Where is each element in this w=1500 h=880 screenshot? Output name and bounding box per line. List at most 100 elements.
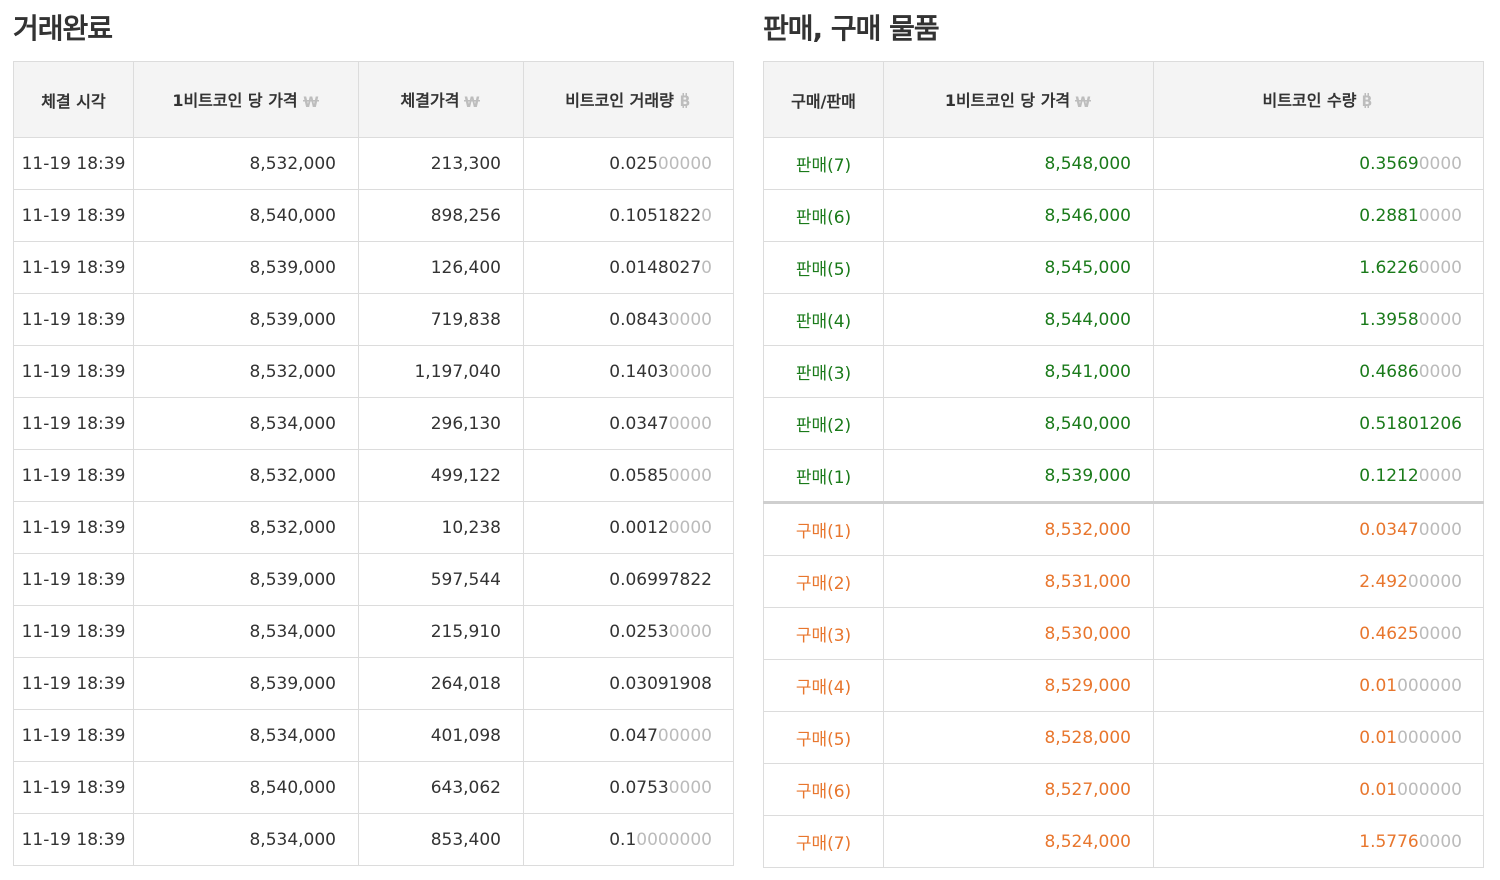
order-side-label: 구매(2) [763, 555, 884, 608]
trade-price: 215,910 [358, 605, 524, 658]
order-quantity: 0.12120000 [1153, 449, 1484, 503]
order-quantity: 0.01000000 [1153, 711, 1484, 764]
quantity-significant: 0.01 [1359, 779, 1398, 800]
order-side-label: 판매(5) [763, 241, 884, 294]
order-side-label: 구매(7) [763, 815, 884, 868]
unit-price: 8,532,000 [133, 449, 359, 502]
completed-trades-title: 거래완료 [13, 12, 113, 45]
order-quantity: 0.35690000 [1153, 137, 1484, 190]
order-side-label: 구매(4) [763, 659, 884, 712]
order-unit-price: 8,530,000 [883, 607, 1154, 660]
trade-time: 11-19 18:39 [13, 293, 134, 346]
table-row: 11-19 18:39 8,540,000 898,256 0.10518220 [13, 189, 734, 242]
trade-time: 11-19 18:39 [13, 709, 134, 762]
trade-volume: 0.00120000 [523, 501, 734, 554]
unit-price: 8,539,000 [133, 553, 359, 606]
quantity-significant: 0.025 [609, 153, 658, 174]
buy-order-row: 구매(4) 8,529,000 0.01000000 [763, 659, 1484, 712]
unit-price: 8,539,000 [133, 657, 359, 710]
trade-volume: 0.10000000 [523, 813, 734, 866]
trade-volume: 0.02500000 [523, 137, 734, 190]
quantity-significant: 0.0585 [609, 465, 669, 486]
buy-order-row: 구매(1) 8,532,000 0.03470000 [763, 501, 1484, 556]
quantity-significant: 0.0347 [1359, 519, 1419, 540]
order-unit-price: 8,545,000 [883, 241, 1154, 294]
unit-price: 8,539,000 [133, 293, 359, 346]
column-header-quantity: 비트코인 수량 B [1153, 61, 1484, 138]
trade-volume: 0.08430000 [523, 293, 734, 346]
buy-order-row: 구매(7) 8,524,000 1.57760000 [763, 815, 1484, 868]
quantity-significant: 1.6226 [1359, 257, 1419, 278]
quantity-trailing-zeros: 0000000 [636, 829, 712, 850]
quantity-trailing-zeros: 0 [701, 205, 712, 226]
trade-price: 10,238 [358, 501, 524, 554]
trade-price: 296,130 [358, 397, 524, 450]
order-side-label: 구매(6) [763, 763, 884, 816]
table-row: 11-19 18:39 8,532,000 499,122 0.05850000 [13, 449, 734, 502]
trade-volume: 0.07530000 [523, 761, 734, 814]
svg-text:W: W [303, 95, 318, 108]
order-unit-price: 8,541,000 [883, 345, 1154, 398]
trade-time: 11-19 18:39 [13, 553, 134, 606]
quantity-significant: 2.492 [1359, 571, 1408, 592]
quantity-significant: 0.06997822 [609, 569, 712, 590]
orderbook-table: 구매/판매 1비트코인 당 가격 W 비트코인 수량 B 판매(7) 8,548,00… [763, 61, 1484, 868]
order-quantity: 0.01000000 [1153, 659, 1484, 712]
buy-order-row: 구매(6) 8,527,000 0.01000000 [763, 763, 1484, 816]
unit-price: 8,534,000 [133, 605, 359, 658]
svg-text:B: B [679, 94, 690, 108]
completed-trades-table: 체결 시각 1비트코인 당 가격 W 체결가격 W 비트코인 거래량 B 11-19 … [13, 61, 734, 866]
trade-volume: 0.04700000 [523, 709, 734, 762]
order-side-label: 판매(3) [763, 345, 884, 398]
quantity-significant: 0.1051822 [609, 205, 702, 226]
quantity-significant: 0.0843 [609, 309, 669, 330]
quantity-trailing-zeros: 00000 [657, 153, 712, 174]
sell-order-row: 판매(1) 8,539,000 0.12120000 [763, 449, 1484, 503]
sell-order-row: 판매(3) 8,541,000 0.46860000 [763, 345, 1484, 398]
order-side-label: 판매(7) [763, 137, 884, 190]
svg-text:W: W [1075, 95, 1090, 108]
order-unit-price: 8,548,000 [883, 137, 1154, 190]
trade-time: 11-19 18:39 [13, 189, 134, 242]
trade-time: 11-19 18:39 [13, 137, 134, 190]
trade-volume: 0.03091908 [523, 657, 734, 710]
order-quantity: 1.57760000 [1153, 815, 1484, 868]
order-unit-price: 8,532,000 [883, 501, 1154, 556]
table-row: 11-19 18:39 8,534,000 215,910 0.02530000 [13, 605, 734, 658]
quantity-trailing-zeros: 0000 [668, 777, 712, 798]
quantity-trailing-zeros: 0000 [1418, 257, 1462, 278]
table-header-row: 체결 시각 1비트코인 당 가격 W 체결가격 W 비트코인 거래량 B [13, 61, 734, 138]
order-unit-price: 8,531,000 [883, 555, 1154, 608]
order-side-label: 구매(3) [763, 607, 884, 660]
order-unit-price: 8,544,000 [883, 293, 1154, 346]
order-quantity: 0.03470000 [1153, 501, 1484, 556]
order-unit-price: 8,524,000 [883, 815, 1154, 868]
quantity-trailing-zeros: 000000 [1397, 727, 1462, 748]
trade-price: 597,544 [358, 553, 524, 606]
order-unit-price: 8,528,000 [883, 711, 1154, 764]
trade-time: 11-19 18:39 [13, 501, 134, 554]
order-side-label: 구매(5) [763, 711, 884, 764]
quantity-trailing-zeros: 0000 [668, 361, 712, 382]
quantity-trailing-zeros: 00000 [657, 725, 712, 746]
unit-price: 8,532,000 [133, 501, 359, 554]
column-header-unit-price: 1비트코인 당 가격 W [883, 61, 1154, 138]
order-side-label: 판매(1) [763, 449, 884, 503]
quantity-significant: 0.0012 [609, 517, 669, 538]
trade-price: 719,838 [358, 293, 524, 346]
sell-order-row: 판매(2) 8,540,000 0.51801206 [763, 397, 1484, 450]
quantity-trailing-zeros: 000000 [1397, 675, 1462, 696]
trade-time: 11-19 18:39 [13, 397, 134, 450]
sell-order-row: 판매(4) 8,544,000 1.39580000 [763, 293, 1484, 346]
won-sign-icon: W [1074, 93, 1092, 112]
trade-volume: 0.02530000 [523, 605, 734, 658]
order-quantity: 0.28810000 [1153, 189, 1484, 242]
order-unit-price: 8,527,000 [883, 763, 1154, 816]
trade-price: 401,098 [358, 709, 524, 762]
order-quantity: 1.62260000 [1153, 241, 1484, 294]
unit-price: 8,534,000 [133, 813, 359, 866]
quantity-significant: 0.0347 [609, 413, 669, 434]
trade-volume: 0.05850000 [523, 449, 734, 502]
svg-text:W: W [465, 95, 480, 108]
trade-price: 643,062 [358, 761, 524, 814]
